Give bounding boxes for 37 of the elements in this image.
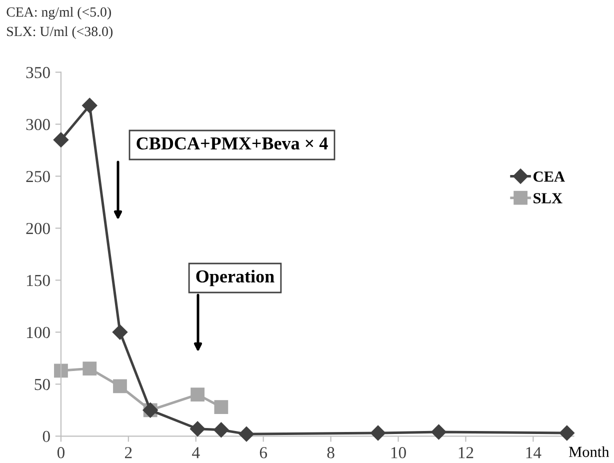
text: SLX: U/ml (<38.0) (7, 26, 113, 39)
x-tick-label: 12 (458, 447, 474, 458)
point (559, 425, 574, 441)
x-axis-title: Month (568, 446, 610, 458)
point (112, 324, 128, 340)
y-tick-label: 200 (26, 222, 50, 234)
legend-label: CEA (534, 171, 565, 182)
point (53, 132, 69, 148)
y-tick-label: 50 (34, 378, 50, 390)
legend-label: SLX (534, 193, 562, 204)
point (370, 425, 386, 441)
y-tick-label: 100 (27, 326, 50, 338)
y-tick-label: 300 (26, 118, 50, 130)
x-tick-label: 14 (526, 447, 542, 458)
point (190, 421, 206, 436)
point (82, 98, 98, 114)
point (431, 424, 446, 440)
x-tick-label: 10 (391, 447, 406, 458)
point (113, 379, 127, 394)
y-tick-label: 350 (26, 66, 50, 78)
point (54, 364, 68, 378)
text: CEA: ng/ml (<5.0) (6, 6, 111, 20)
y-tick-label: 150 (27, 274, 50, 286)
point (190, 388, 205, 402)
x-tick-label: 4 (192, 447, 200, 458)
point (214, 400, 228, 414)
point (238, 426, 254, 442)
point (82, 362, 97, 376)
x-tick-label: 2 (124, 447, 132, 458)
x-tick-label: 0 (57, 447, 64, 458)
annotation: Operation (196, 270, 274, 286)
x-tick-label: 8 (327, 447, 334, 458)
annotation: CBDCA+PMX+Beva × 4 (136, 137, 328, 150)
y-tick-label: 0 (42, 430, 50, 442)
point (214, 422, 229, 438)
y-tick-label: 250 (26, 170, 50, 182)
x-tick-label: 6 (260, 447, 268, 458)
